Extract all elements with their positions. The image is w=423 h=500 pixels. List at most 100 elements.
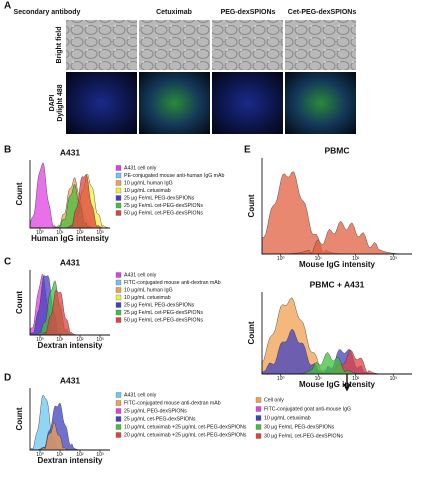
legend-label: 25 μg/mL PEG-dexSPIONs	[124, 408, 187, 414]
legend-swatch	[115, 187, 122, 194]
y-axis-label: Count	[15, 182, 24, 205]
legend-label: A431 cell only	[124, 272, 157, 278]
x-tick-label: 10⁰	[36, 337, 44, 343]
legend-label: 25 μg Fe/mL cet-PEG-dexSPIONs	[124, 203, 203, 209]
histogram-panel: PBMC + A431 Count Mouse IgG intensity 10⁰ 10…	[247, 279, 412, 439]
plot-title: A431	[60, 375, 81, 385]
legend-label: 10 μg/mL cetuximab +25 μg/mL cet-PEG-dex…	[124, 424, 247, 430]
y-axis-label: Count	[247, 194, 256, 217]
x-tick-label: 10¹	[56, 452, 64, 458]
axes	[261, 158, 412, 255]
legend-label: 25 μg Fe/mL PEG-dexSPIONs	[124, 302, 195, 308]
legend-swatch	[115, 195, 122, 201]
legend-label: 10 μg/mL human IgG	[124, 287, 173, 293]
legend-label: FITC-conjugated mouse anti-dextran mAb	[124, 280, 221, 286]
panel-a: A Secondary antibody Cetuximab PEG-dexSP…	[4, 1, 356, 134]
legend-swatch	[115, 165, 122, 171]
x-tick-label: 10⁰	[277, 256, 285, 262]
legend-label: 10 μg/mL cetuximab	[124, 295, 171, 301]
axes	[261, 292, 412, 375]
histogram	[29, 394, 110, 451]
axes	[29, 388, 110, 451]
x-tick-label: 10⁰	[36, 230, 44, 236]
histogram-panel: E PBMC Count Mouse IgG intensity 10⁰ 10¹ 10² 10…	[244, 145, 413, 269]
legend-label: 30 μg Fe/mL PEG-dexSPIONs	[264, 424, 335, 430]
legend-swatch	[115, 309, 122, 316]
x-axis-label: Human IgG intensity	[31, 234, 109, 243]
legend-swatch	[115, 416, 122, 422]
legend-label: PE-conjugated mouse anti-human IgG mAb	[124, 173, 224, 179]
legend-swatch	[115, 432, 122, 438]
x-tick-label: 10³	[96, 452, 104, 458]
y-axis-label: Count	[15, 291, 24, 314]
legend-swatch	[115, 287, 122, 293]
micrograph	[66, 20, 137, 70]
micrograph	[285, 20, 356, 70]
x-axis-label: Mouse IgG intensity	[299, 260, 376, 269]
row-label: Bright field	[56, 27, 63, 64]
legend-swatch	[115, 202, 122, 209]
legend-swatch	[115, 408, 122, 414]
micrograph	[212, 72, 283, 134]
row-label: DAPI	[49, 95, 56, 112]
x-tick-label: 10¹	[315, 376, 323, 382]
x-tick-label: 10²	[352, 376, 360, 382]
x-tick-label: 10²	[352, 256, 360, 262]
legend-label: FITC-conjugated mouse anti-dextran mAb	[124, 400, 221, 406]
column-header: Cetuximab	[156, 9, 192, 16]
plot-title: A431	[60, 147, 81, 157]
panel-label: C	[4, 257, 11, 268]
legend-label: 25 μg Fe/mL PEG-dexSPIONs	[124, 195, 195, 201]
x-tick-label: 10²	[76, 452, 84, 458]
legend-swatch	[115, 294, 122, 301]
x-tick-label: 10³	[96, 337, 104, 343]
legend-swatch	[255, 406, 262, 412]
legend-label: 50 μg Fe/mL cet-PEG-dexSPIONs	[124, 317, 203, 323]
legend-swatch	[255, 433, 262, 439]
x-axis-label: Mouse IgG intensity	[299, 380, 376, 389]
legend-swatch	[115, 400, 122, 406]
legend-label: Cell only	[264, 397, 284, 403]
arrow	[343, 374, 351, 392]
micrograph	[139, 20, 210, 70]
column-header: Cet-PEG-dexSPIONs	[288, 9, 357, 16]
x-tick-label: 10²	[76, 337, 84, 343]
legend-label: 10 μg/mL cetuximab	[124, 188, 171, 194]
legend-swatch	[115, 210, 122, 216]
panel-label: E	[244, 145, 251, 156]
micrograph	[212, 20, 283, 70]
legend-label: 25 μg Fe/mL cet-PEG-dexSPIONs	[124, 310, 203, 316]
legend-swatch	[115, 272, 122, 278]
x-tick-label: 10³	[96, 230, 104, 236]
legend-swatch	[255, 424, 262, 430]
x-tick-label: 10²	[76, 230, 84, 236]
legend-swatch	[255, 415, 262, 421]
legend-label: 10 μg/mL human IgG	[124, 180, 173, 186]
micrograph	[285, 72, 356, 134]
legend-label: A431 cell only	[124, 392, 157, 398]
legend-label: 50 μg Fe/mL cet-PEG-dexSPIONs	[124, 210, 203, 216]
plot-title: PBMC + A431	[310, 279, 365, 289]
legend-swatch	[115, 279, 122, 286]
column-header: Secondary antibody	[14, 9, 81, 16]
legend-label: 20 μg/mL cetuximab +25 μg/mL cet-PEG-dex…	[124, 432, 247, 438]
y-axis-label: Count	[15, 407, 24, 430]
column-header: PEG-dexSPIONs	[221, 9, 276, 16]
x-tick-label: 10¹	[56, 230, 64, 236]
legend-swatch	[115, 180, 122, 186]
plot-title: A431	[60, 257, 81, 267]
histogram	[29, 275, 110, 336]
x-tick-label: 10⁰	[36, 452, 44, 458]
legend-label: 10 μg/mL cetuximab	[264, 415, 311, 421]
x-tick-label: 10¹	[315, 256, 323, 262]
legend-swatch	[115, 172, 122, 179]
legend-label: A431 cell only	[124, 165, 157, 171]
legend-swatch	[255, 397, 262, 403]
legend-label: 30 μg Fe/mL cet-PEG-dexSPIONs	[264, 433, 343, 439]
row-label: Dylight 488	[57, 84, 64, 121]
legend-label: 25 μg/mL cet-PEG-dexSPIONs	[124, 416, 196, 422]
